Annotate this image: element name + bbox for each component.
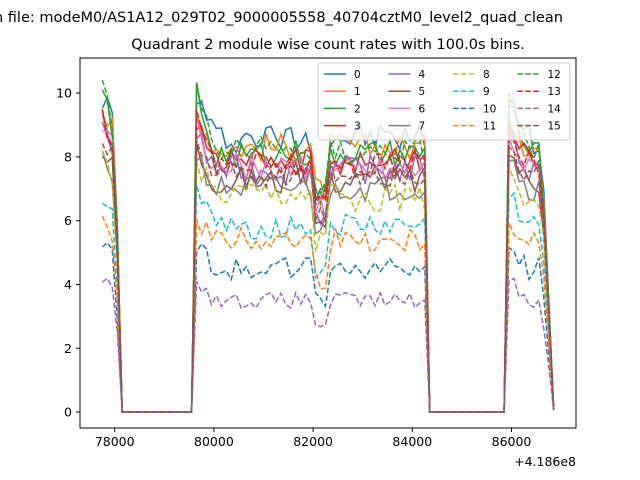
y-tick-label: 6 — [64, 213, 72, 228]
legend-label-12: 12 — [548, 69, 561, 81]
x-tick-label: 84000 — [392, 434, 432, 449]
y-tick-label: 8 — [64, 149, 72, 164]
series-line-13 — [101, 109, 555, 413]
legend-label-9: 9 — [483, 86, 490, 98]
legend-label-7: 7 — [419, 121, 426, 133]
chart-suptitle: n file: modeM0/AS1A12_029T02_9000005558_… — [0, 10, 563, 26]
x-tick-label: 80000 — [194, 434, 234, 449]
series-line-1 — [101, 110, 555, 413]
legend-label-3: 3 — [354, 121, 361, 133]
legend-label-10: 10 — [483, 103, 496, 115]
legend-label-0: 0 — [354, 69, 361, 81]
x-axis: 78000 80000 82000 84000 86000 — [95, 428, 532, 449]
legend-label-2: 2 — [354, 103, 361, 115]
x-offset-label: +4.186e8 — [514, 454, 576, 469]
plot-frame — [79, 57, 577, 429]
y-tick-label: 10 — [56, 86, 72, 101]
series-line-3 — [101, 109, 555, 413]
series-line-14 — [101, 277, 555, 413]
legend-label-15: 15 — [548, 121, 561, 133]
y-tick-label: 4 — [64, 277, 72, 292]
legend-label-6: 6 — [419, 103, 426, 115]
y-axis: 0 2 4 6 8 10 — [56, 86, 80, 420]
legend-label-5: 5 — [419, 86, 426, 98]
x-tick-label: 82000 — [293, 434, 333, 449]
legend-box — [317, 62, 571, 141]
series-line-0 — [101, 95, 555, 413]
series-layer — [101, 79, 555, 413]
legend-label-1: 1 — [354, 86, 361, 98]
chart-title: Quadrant 2 module wise count rates with … — [131, 37, 525, 53]
y-tick-label: 2 — [64, 341, 72, 356]
series-line-15 — [101, 139, 555, 413]
series-line-9 — [101, 184, 555, 413]
x-tick-label: 86000 — [492, 434, 532, 449]
legend-label-11: 11 — [483, 121, 496, 133]
legend-label-8: 8 — [483, 69, 490, 81]
x-tick-label: 78000 — [95, 434, 135, 449]
legend-label-14: 14 — [548, 103, 562, 115]
legend-label-13: 13 — [548, 86, 561, 98]
y-tick-label: 0 — [64, 405, 72, 420]
legend-label-4: 4 — [419, 69, 426, 81]
